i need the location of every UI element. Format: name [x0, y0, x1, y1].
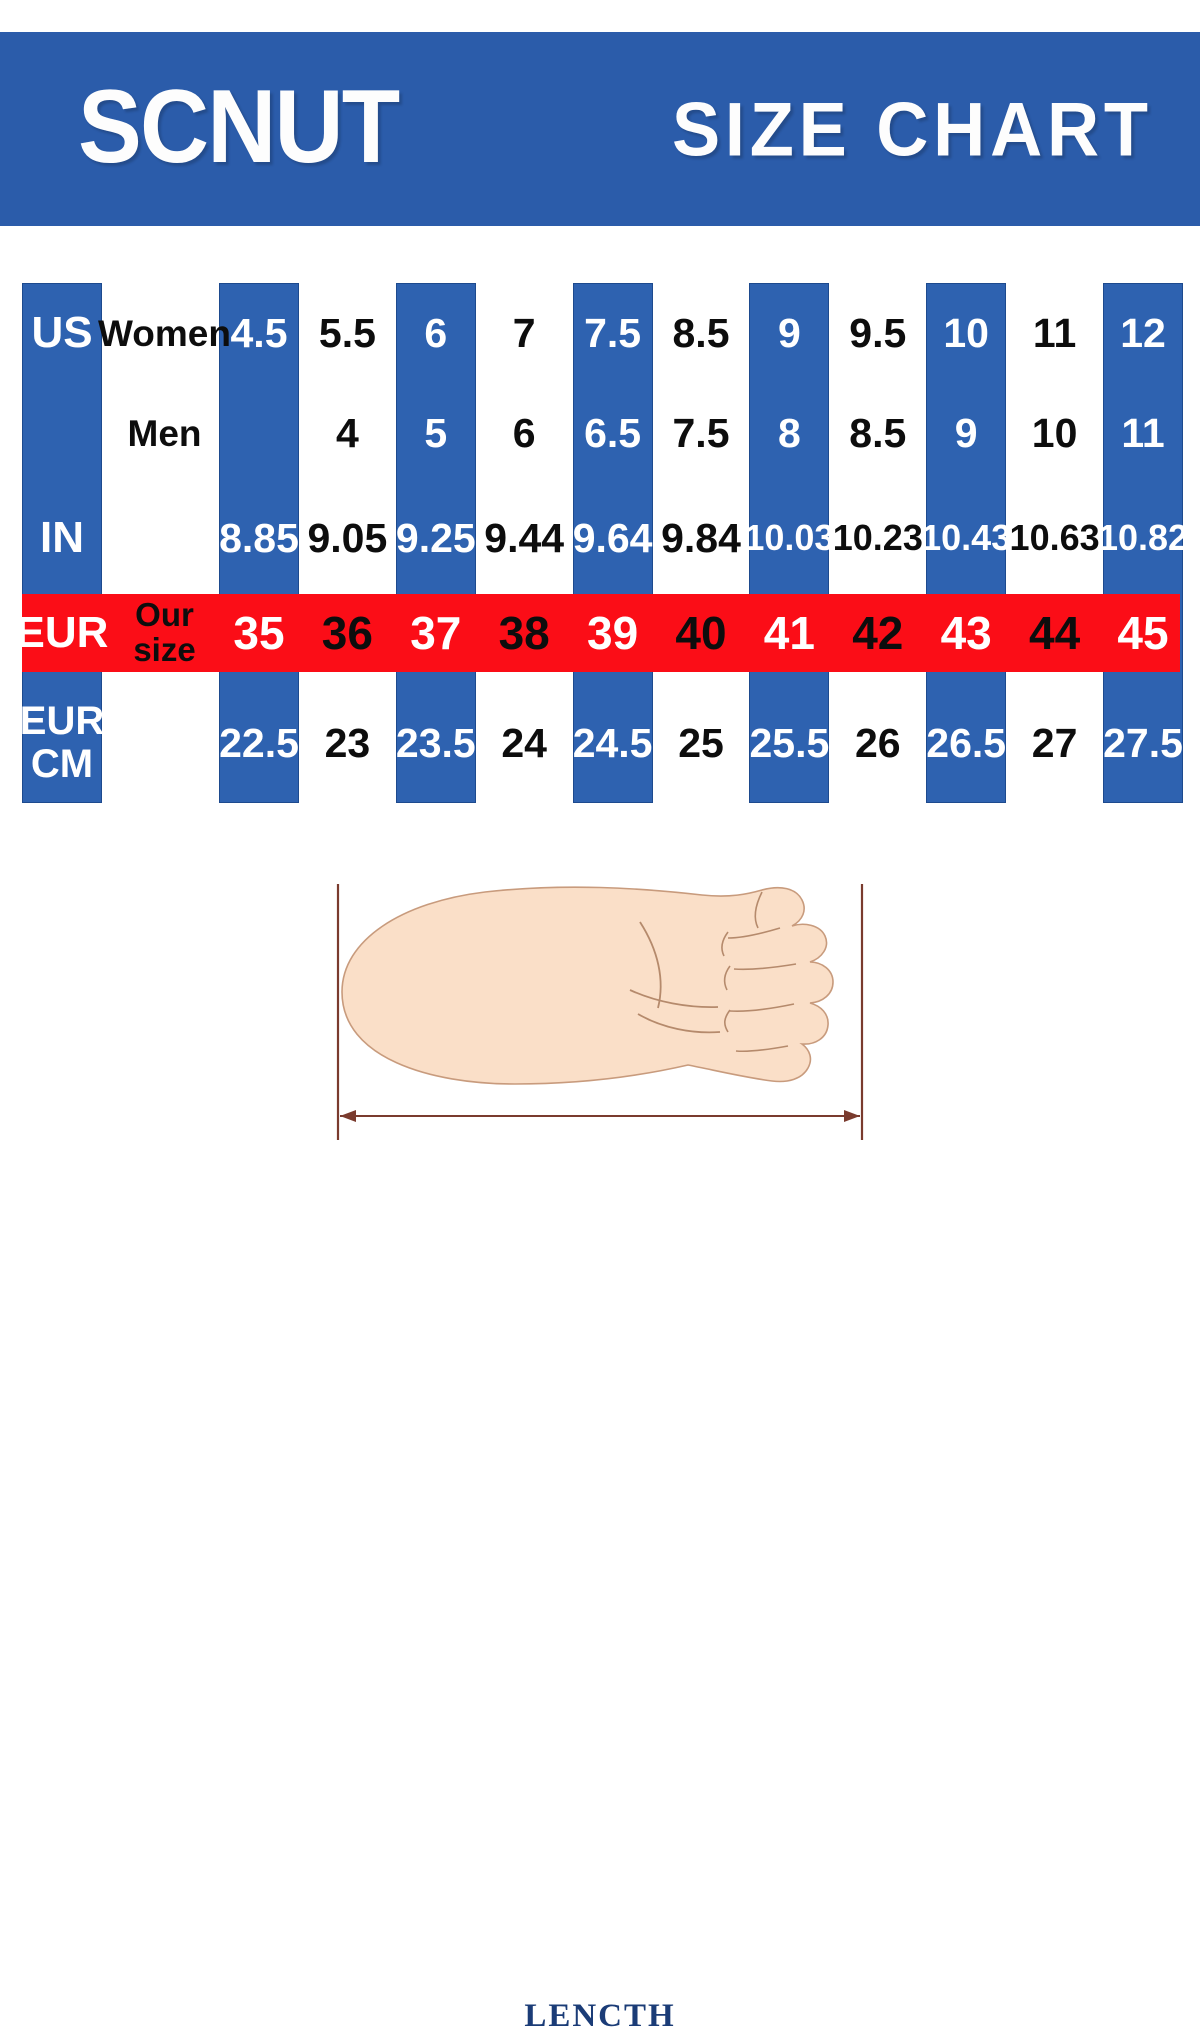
cell-centimeters-6: 25.5 — [749, 719, 830, 766]
column-stripe — [749, 283, 830, 803]
cell-inches-0: 8.85 — [219, 514, 299, 561]
cell-us-women-7: 9.5 — [849, 309, 907, 356]
cell-centimeters-9: 27 — [1031, 719, 1078, 766]
cell-eur-2: 37 — [410, 607, 462, 659]
cell-us-women-1: 5.5 — [318, 309, 376, 356]
cell-eur-10: 45 — [1117, 607, 1169, 659]
cell-us-men-9: 10 — [1031, 409, 1078, 456]
column-stripe — [1103, 283, 1183, 803]
cell-us-men-10: 11 — [1121, 409, 1165, 456]
sub-label-women: Women — [98, 312, 231, 354]
cell-us-men-7: 8.5 — [849, 409, 907, 456]
cell-eur-1: 36 — [321, 607, 373, 659]
cell-us-men-5: 7.5 — [672, 409, 730, 456]
cell-eur-6: 41 — [763, 607, 815, 659]
cell-us-women-6: 9 — [777, 309, 801, 356]
cell-centimeters-10: 27.5 — [1103, 719, 1183, 766]
header-banner: SCNUT SIZE CHART — [0, 32, 1200, 226]
cell-us-men-4: 6.5 — [584, 409, 642, 456]
cell-inches-2: 9.25 — [395, 514, 476, 561]
cell-inches-3: 9.44 — [484, 514, 565, 561]
cell-us-women-8: 10 — [943, 309, 989, 356]
column-stripe — [395, 283, 476, 803]
cell-centimeters-7: 26 — [854, 719, 901, 766]
row-label-us-women: US — [31, 308, 93, 357]
cell-inches-8: 10.43 — [921, 517, 1012, 558]
cell-inches-4: 9.64 — [572, 514, 653, 561]
foot-measure-diagram: LENCTH — [0, 862, 1200, 2034]
cell-inches-7: 10.23 — [832, 517, 923, 558]
table-grid: US Women 4.5 5.5 6 7 7.5 8.5 9 9.5 10 11 12 Men 4 5 6 6.5… — [0, 283, 1200, 803]
cell-eur-5: 40 — [675, 607, 727, 659]
cell-eur-7: 42 — [852, 607, 904, 659]
cell-eur-8: 43 — [940, 607, 992, 659]
column-stripe — [219, 283, 299, 803]
sub-label-men: Men — [127, 412, 202, 454]
cell-eur-0: 35 — [233, 607, 285, 659]
cell-us-women-4: 7.5 — [584, 309, 642, 356]
cell-us-men-3: 6 — [512, 409, 536, 456]
brand-logo: SCNUT — [78, 68, 400, 185]
cell-centimeters-1: 23 — [324, 719, 371, 766]
cell-inches-1: 9.05 — [307, 514, 388, 561]
column-stripe — [572, 283, 653, 803]
cell-us-men-2: 5 — [424, 409, 448, 456]
cell-eur-3: 38 — [498, 607, 550, 659]
size-chart-table: US Women 4.5 5.5 6 7 7.5 8.5 9 9.5 10 11 12 Men 4 5 6 6.5… — [0, 283, 1200, 803]
eur-highlight-band — [22, 594, 1180, 672]
cell-inches-9: 10.63 — [1009, 517, 1100, 558]
column-stripe — [926, 283, 1007, 803]
cell-centimeters-4: 24.5 — [572, 719, 653, 766]
cell-inches-6: 10.03 — [744, 517, 835, 558]
cell-us-women-2: 6 — [424, 309, 448, 356]
cell-centimeters-3: 24 — [501, 719, 547, 766]
column-stripe — [22, 283, 102, 803]
cell-centimeters-5: 25 — [678, 719, 724, 766]
cell-centimeters-0: 22.5 — [219, 719, 299, 766]
cell-centimeters-2: 23.5 — [395, 719, 476, 766]
sub-label-our-size: Our size — [133, 596, 196, 668]
cell-eur-9: 44 — [1029, 607, 1081, 659]
cell-eur-4: 39 — [587, 607, 639, 659]
cell-us-women-10: 12 — [1120, 309, 1166, 356]
cell-us-women-5: 8.5 — [672, 309, 730, 356]
cell-inches-5: 9.84 — [661, 514, 741, 561]
cell-us-women-9: 11 — [1032, 309, 1077, 356]
cell-us-men-6: 8 — [777, 409, 801, 456]
column-stripes — [0, 283, 1200, 803]
cell-us-women-0: 4.5 — [230, 309, 288, 356]
cell-us-men-8: 9 — [954, 409, 978, 456]
row-label-eur: EUR — [15, 608, 109, 657]
row-label-centimeters: EUR CM — [19, 698, 105, 786]
page-title: SIZE CHART — [672, 87, 1153, 173]
cell-us-men-1: 4 — [335, 409, 359, 456]
cell-us-women-3: 7 — [512, 309, 536, 356]
length-caption: LENCTH — [524, 1998, 676, 2034]
row-label-inches: IN — [40, 513, 84, 562]
foot-illustration — [336, 884, 864, 1140]
cell-centimeters-8: 26.5 — [926, 719, 1007, 766]
cell-inches-10: 10.82 — [1097, 517, 1189, 558]
